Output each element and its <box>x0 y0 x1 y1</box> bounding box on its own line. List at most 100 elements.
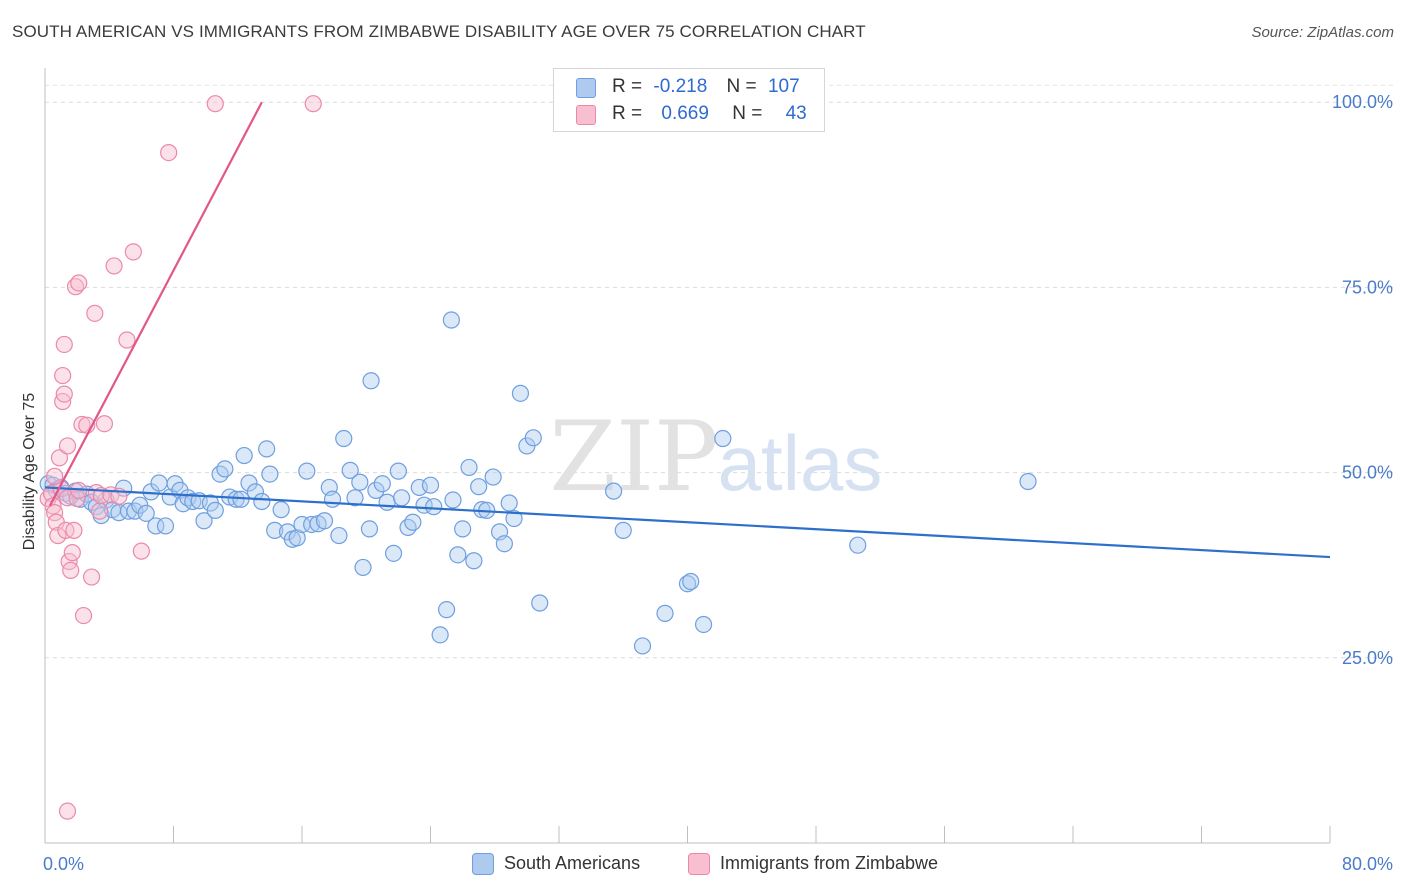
data-point-south-american <box>437 601 456 619</box>
data-point-south-american <box>605 482 623 500</box>
data-point-south-american <box>335 429 353 448</box>
data-point-south-american <box>524 429 542 447</box>
data-point-south-american <box>240 474 258 492</box>
data-point-zimbabwe <box>82 568 101 586</box>
data-point-zimbabwe <box>86 304 104 322</box>
data-point-south-american <box>253 492 271 511</box>
data-point-south-american <box>360 520 379 538</box>
data-point-south-american <box>511 384 530 402</box>
data-point-south-american <box>206 501 224 519</box>
data-point-south-american <box>351 473 369 491</box>
y-tick-label: 100.0% <box>1332 92 1393 112</box>
data-point-south-american <box>404 513 422 531</box>
data-point-south-american <box>849 536 867 554</box>
data-point-south-american <box>449 546 467 564</box>
label-layer: 25.0% 50.0% 75.0% 100.0% 0.0% 80.0% Disability… <box>21 92 1393 874</box>
data-point-south-american <box>460 458 478 477</box>
data-point-south-american <box>694 615 713 634</box>
data-point-south-american <box>682 572 700 591</box>
data-point-south-american <box>258 440 276 458</box>
data-point-south-american <box>266 521 284 539</box>
data-point-south-american <box>362 372 380 390</box>
legend-n-value: 43 <box>785 103 807 124</box>
watermark: ZIP atlas <box>549 401 882 513</box>
y-tick-label: 25.0% <box>1342 648 1393 668</box>
data-point-south-american <box>1019 472 1037 491</box>
watermark-atlas: atlas <box>718 419 883 507</box>
bottom-legend-swatch <box>472 853 494 875</box>
data-point-south-american <box>378 493 396 511</box>
axes <box>44 68 1331 844</box>
legend-n-value: 107 <box>767 76 800 97</box>
trendline-zimbabwe <box>48 101 263 507</box>
legend-swatch-south-americans <box>576 78 596 98</box>
data-point-south-american <box>156 517 175 535</box>
data-point-south-american <box>235 446 253 465</box>
trend-layer <box>44 101 1331 559</box>
data-point-south-american <box>341 461 359 479</box>
points-layer <box>39 95 1037 820</box>
data-point-zimbabwe <box>132 542 150 560</box>
data-point-south-american <box>330 526 348 545</box>
data-point-zimbabwe <box>62 561 80 579</box>
data-point-south-american <box>425 498 443 516</box>
data-point-south-american <box>261 465 279 483</box>
data-point-zimbabwe <box>70 274 88 292</box>
data-point-south-american <box>392 489 411 507</box>
data-point-south-american <box>373 475 391 493</box>
data-point-south-american <box>614 521 632 539</box>
data-point-south-american <box>272 501 290 519</box>
data-point-zimbabwe <box>65 521 83 539</box>
data-point-south-american <box>150 474 168 492</box>
legend-n-label: N = <box>726 76 757 97</box>
trendline-south-americans <box>44 486 1331 559</box>
y-tick-label: 75.0% <box>1342 277 1393 297</box>
data-point-zimbabwe <box>63 544 81 562</box>
bottom-legend-label: Immigrants from Zimbabwe <box>720 853 939 873</box>
y-tick-label: 50.0% <box>1342 463 1393 483</box>
data-point-south-american <box>495 535 513 553</box>
watermark-zip: ZIP <box>549 401 718 513</box>
data-point-south-american <box>354 558 372 577</box>
data-point-zimbabwe <box>160 143 178 162</box>
data-point-zimbabwe <box>118 331 136 349</box>
data-point-zimbabwe <box>73 415 91 434</box>
data-point-zimbabwe <box>50 449 69 467</box>
data-point-zimbabwe <box>58 437 77 455</box>
data-point-south-american <box>315 512 334 530</box>
data-point-south-american <box>298 462 316 480</box>
data-point-zimbabwe <box>206 95 224 113</box>
data-point-south-american <box>454 520 472 538</box>
legend-r-value: -0.218 <box>653 76 708 97</box>
legend-r-value: 0.669 <box>661 103 709 124</box>
data-point-south-american <box>184 492 202 511</box>
legend-r-label: R = <box>612 103 643 124</box>
data-point-south-american <box>346 489 364 507</box>
data-point-south-american <box>484 468 502 486</box>
data-point-south-american <box>389 462 407 480</box>
data-point-south-american <box>531 594 549 612</box>
bottom-legend-label: South Americans <box>504 853 641 873</box>
data-point-zimbabwe <box>95 415 114 433</box>
data-point-zimbabwe <box>58 802 77 820</box>
data-point-zimbabwe <box>54 366 72 385</box>
legend-r-label: R = <box>612 76 643 97</box>
data-point-south-american <box>211 465 229 483</box>
chart-title: SOUTH AMERICAN VS IMMIGRANTS FROM ZIMBAB… <box>12 22 866 41</box>
data-point-south-american <box>431 626 449 644</box>
stats-legend: R = -0.218 N = 107 R = 0.669 N = 43 <box>553 68 825 132</box>
data-point-zimbabwe <box>55 385 73 403</box>
data-point-zimbabwe <box>124 243 142 261</box>
grid-layer <box>45 84 1393 659</box>
data-point-zimbabwe <box>55 335 73 354</box>
data-point-south-american <box>323 490 342 508</box>
data-point-south-american <box>137 504 155 522</box>
data-point-zimbabwe <box>91 502 109 520</box>
data-point-south-american <box>421 476 440 494</box>
data-point-south-american <box>656 604 674 622</box>
data-point-south-american <box>465 552 483 570</box>
data-point-south-american <box>399 518 417 537</box>
bottom-legend-swatch <box>688 853 710 875</box>
data-point-south-american <box>470 478 488 496</box>
